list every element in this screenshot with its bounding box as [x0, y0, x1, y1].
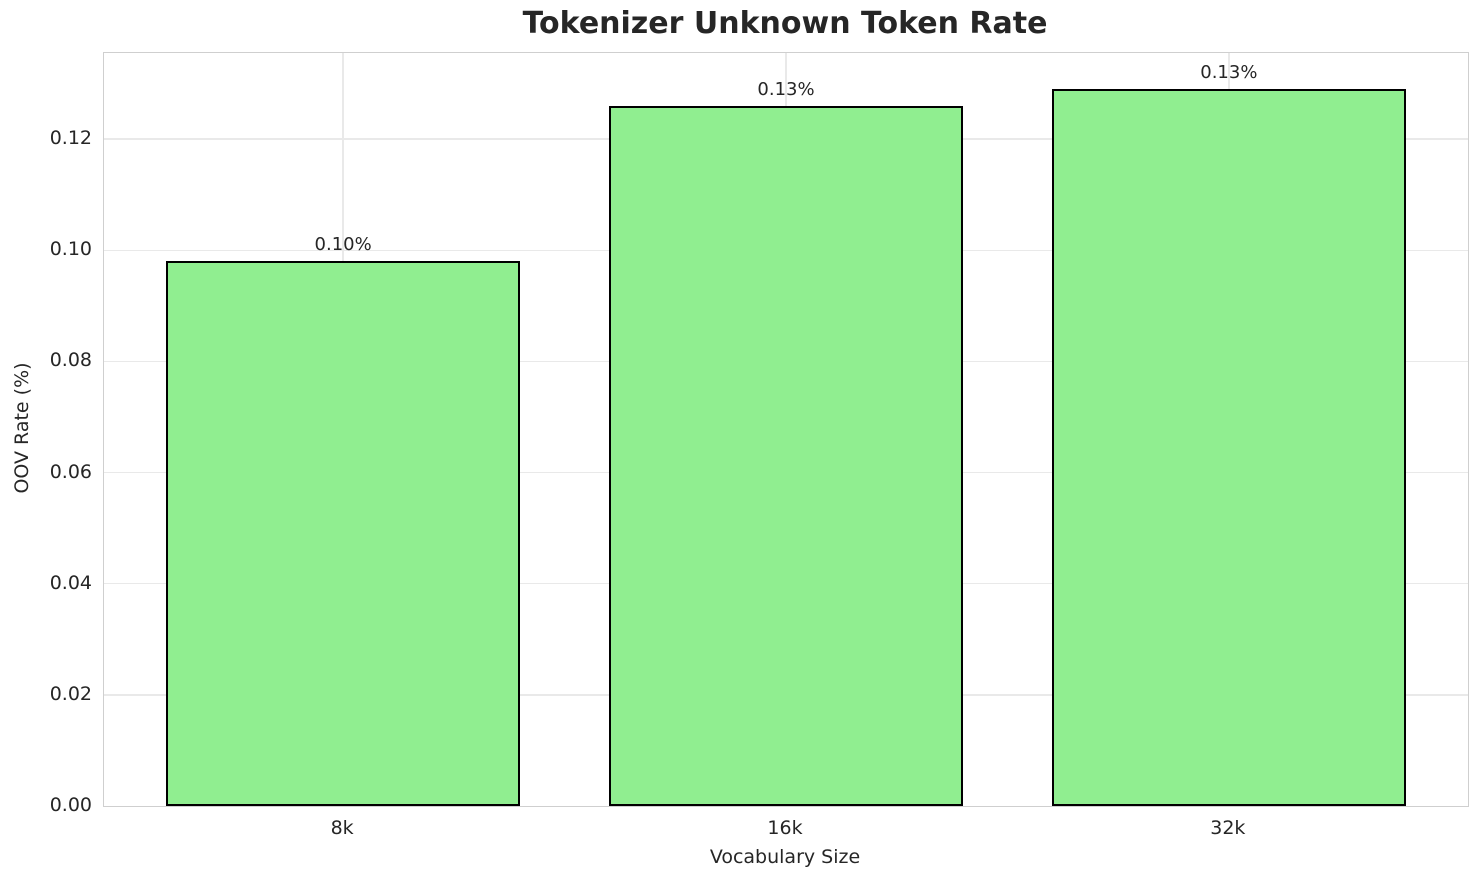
- y-tick-label: 0.02: [49, 682, 92, 705]
- bar: [608, 105, 964, 806]
- x-axis-label: Vocabulary Size: [709, 846, 861, 868]
- bar-value-label: 0.13%: [1200, 62, 1258, 84]
- y-tick-label: 0.10: [49, 238, 92, 261]
- chart-title: Tokenizer Unknown Token Rate: [522, 6, 1048, 41]
- y-tick-label: 0.12: [49, 127, 92, 150]
- bar: [166, 261, 521, 806]
- bar: [1051, 89, 1406, 806]
- x-tick-label: 16k: [767, 817, 803, 839]
- y-tick-label: 0.00: [49, 794, 92, 816]
- y-tick-label: 0.08: [49, 349, 92, 372]
- x-tick-label: 32k: [1210, 817, 1246, 839]
- y-tick-label: 0.04: [49, 571, 92, 594]
- y-tick-label: 0.06: [49, 460, 92, 483]
- bar-value-label: 0.13%: [757, 78, 815, 100]
- x-tick-label: 8k: [330, 817, 354, 839]
- plot-area: 0.10% 0.13% 0.13%: [103, 52, 1469, 807]
- bar-value-label: 0.10%: [314, 234, 372, 256]
